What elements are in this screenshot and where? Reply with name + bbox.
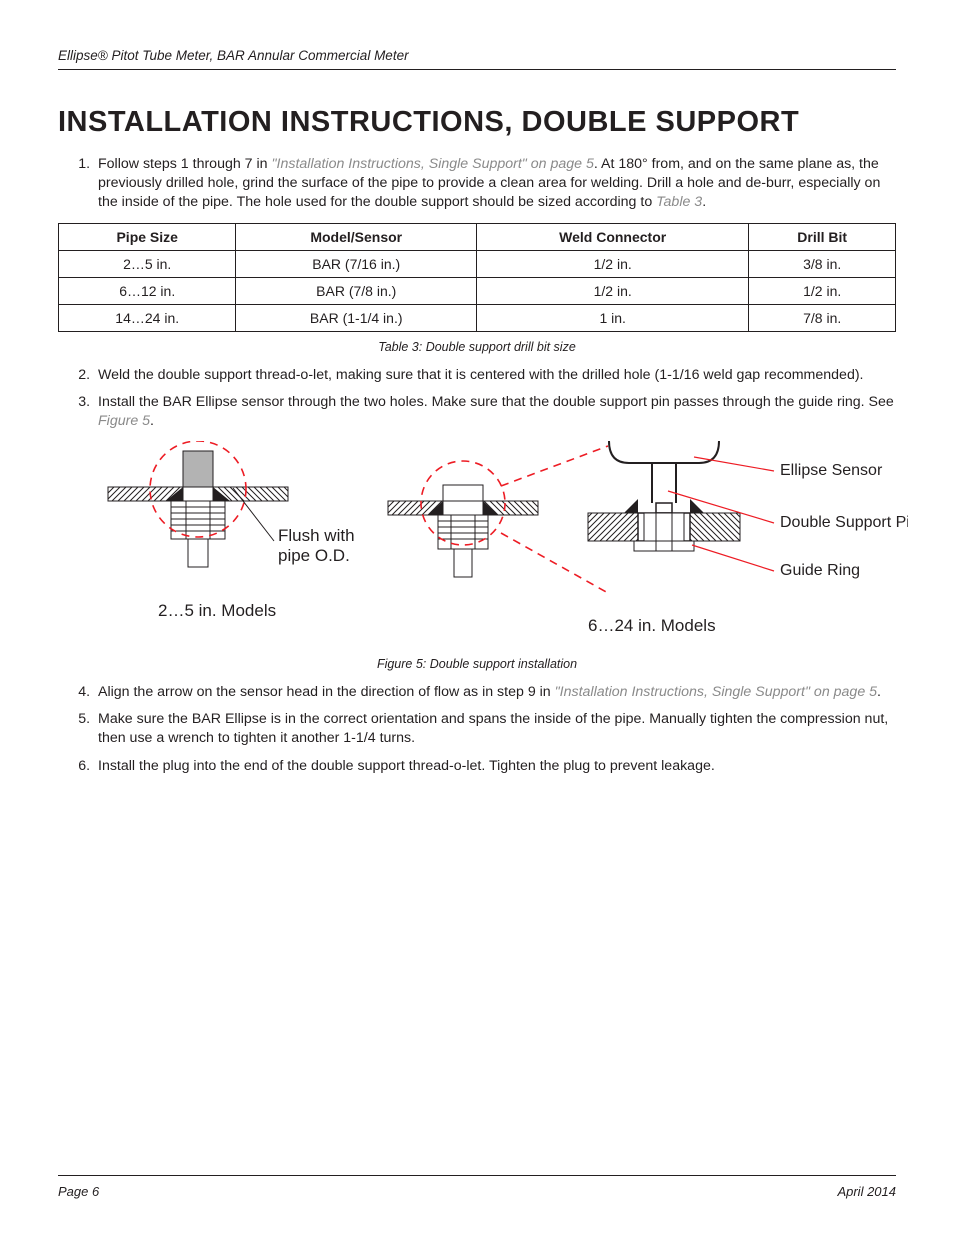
figure-5-svg: Flush with pipe O.D. 2…5 in. Models [88, 441, 908, 651]
figure-5-caption: Figure 5: Double support installation [58, 657, 896, 671]
step-5: Make sure the BAR Ellipse is in the corr… [94, 710, 896, 748]
table-row: 6…12 in. BAR (7/8 in.) 1/2 in. 1/2 in. [59, 277, 896, 304]
table-row: 14…24 in. BAR (1-1/4 in.) 1 in. 7/8 in. [59, 304, 896, 331]
ref-single-support-2: "Installation Instructions, Single Suppo… [555, 684, 877, 700]
cell: 14…24 in. [59, 304, 236, 331]
cell: 1/2 in. [477, 250, 749, 277]
label-flush-2: pipe O.D. [278, 546, 350, 565]
step-3-text-b: . [150, 413, 154, 429]
step-1: Follow steps 1 through 7 in "Installatio… [94, 155, 896, 213]
figure-5: Flush with pipe O.D. 2…5 in. Models [88, 441, 896, 651]
ref-single-support-1: "Installation Instructions, Single Suppo… [272, 156, 594, 172]
table-3-caption: Table 3: Double support drill bit size [58, 340, 896, 354]
running-header: Ellipse® Pitot Tube Meter, BAR Annular C… [58, 48, 896, 70]
instruction-list: Follow steps 1 through 7 in "Installatio… [58, 155, 896, 213]
cell: BAR (7/16 in.) [236, 250, 477, 277]
step-2: Weld the double support thread-o-let, ma… [94, 366, 896, 385]
step-1-text-c: . [702, 194, 706, 210]
label-flush-1: Flush with [278, 526, 355, 545]
cell: 1 in. [477, 304, 749, 331]
cell: BAR (1-1/4 in.) [236, 304, 477, 331]
step-4-text-b: . [877, 684, 881, 700]
label-ellipse-sensor: Ellipse Sensor [780, 462, 883, 479]
ref-table-3: Table 3 [656, 194, 702, 210]
col-model-sensor: Model/Sensor [236, 223, 477, 250]
cell: 6…12 in. [59, 277, 236, 304]
step-1-text-a: Follow steps 1 through 7 in [98, 156, 272, 172]
footer-date: April 2014 [837, 1184, 896, 1199]
instruction-list-cont-2: Align the arrow on the sensor head in th… [58, 683, 896, 776]
step-4-text-a: Align the arrow on the sensor head in th… [98, 684, 555, 700]
label-models-small: 2…5 in. Models [158, 601, 276, 620]
table-row: 2…5 in. BAR (7/16 in.) 1/2 in. 3/8 in. [59, 250, 896, 277]
col-drill-bit: Drill Bit [749, 223, 896, 250]
cell: 3/8 in. [749, 250, 896, 277]
cell: 2…5 in. [59, 250, 236, 277]
page-footer: Page 6 April 2014 [58, 1175, 896, 1199]
col-weld-connector: Weld Connector [477, 223, 749, 250]
step-3-text-a: Install the BAR Ellipse sensor through t… [98, 394, 894, 410]
cell: BAR (7/8 in.) [236, 277, 477, 304]
cell: 1/2 in. [477, 277, 749, 304]
ref-figure-5: Figure 5 [98, 413, 150, 429]
instruction-list-cont: Weld the double support thread-o-let, ma… [58, 366, 896, 432]
table-header-row: Pipe Size Model/Sensor Weld Connector Dr… [59, 223, 896, 250]
label-models-large: 6…24 in. Models [588, 616, 716, 635]
step-6: Install the plug into the end of the dou… [94, 757, 896, 776]
label-double-support-pin: Double Support Pin [780, 514, 908, 531]
table-3: Pipe Size Model/Sensor Weld Connector Dr… [58, 223, 896, 332]
diagram-large-models-detail: Ellipse Sensor Double Support Pin Guide … [588, 441, 908, 579]
cell: 7/8 in. [749, 304, 896, 331]
diagram-small-models: Flush with pipe O.D. 2…5 in. Models [108, 441, 355, 620]
page-title: Installation Instructions, Double Suppor… [58, 106, 896, 139]
diagram-large-models-overview [388, 446, 608, 593]
step-4: Align the arrow on the sensor head in th… [94, 683, 896, 702]
label-guide-ring: Guide Ring [780, 562, 860, 579]
cell: 1/2 in. [749, 277, 896, 304]
step-3: Install the BAR Ellipse sensor through t… [94, 393, 896, 431]
col-pipe-size: Pipe Size [59, 223, 236, 250]
footer-page-number: Page 6 [58, 1184, 99, 1199]
